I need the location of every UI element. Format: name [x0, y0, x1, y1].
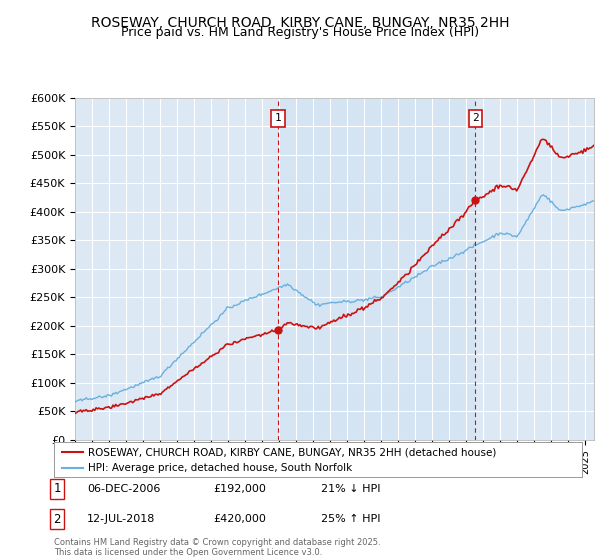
- Text: 25% ↑ HPI: 25% ↑ HPI: [321, 514, 380, 524]
- Text: HPI: Average price, detached house, South Norfolk: HPI: Average price, detached house, Sout…: [88, 464, 353, 473]
- Text: Contains HM Land Registry data © Crown copyright and database right 2025.
This d: Contains HM Land Registry data © Crown c…: [54, 538, 380, 557]
- Text: 2: 2: [472, 114, 479, 124]
- Text: 1: 1: [274, 114, 281, 124]
- Text: 2: 2: [53, 512, 61, 526]
- Text: Price paid vs. HM Land Registry's House Price Index (HPI): Price paid vs. HM Land Registry's House …: [121, 26, 479, 39]
- Text: 12-JUL-2018: 12-JUL-2018: [87, 514, 155, 524]
- Text: 1: 1: [53, 482, 61, 496]
- Text: ROSEWAY, CHURCH ROAD, KIRBY CANE, BUNGAY, NR35 2HH: ROSEWAY, CHURCH ROAD, KIRBY CANE, BUNGAY…: [91, 16, 509, 30]
- Text: ROSEWAY, CHURCH ROAD, KIRBY CANE, BUNGAY, NR35 2HH (detached house): ROSEWAY, CHURCH ROAD, KIRBY CANE, BUNGAY…: [88, 447, 497, 457]
- Text: £192,000: £192,000: [213, 484, 266, 494]
- Text: £420,000: £420,000: [213, 514, 266, 524]
- Text: 21% ↓ HPI: 21% ↓ HPI: [321, 484, 380, 494]
- Text: 06-DEC-2006: 06-DEC-2006: [87, 484, 160, 494]
- Bar: [278, 98, 475, 440]
